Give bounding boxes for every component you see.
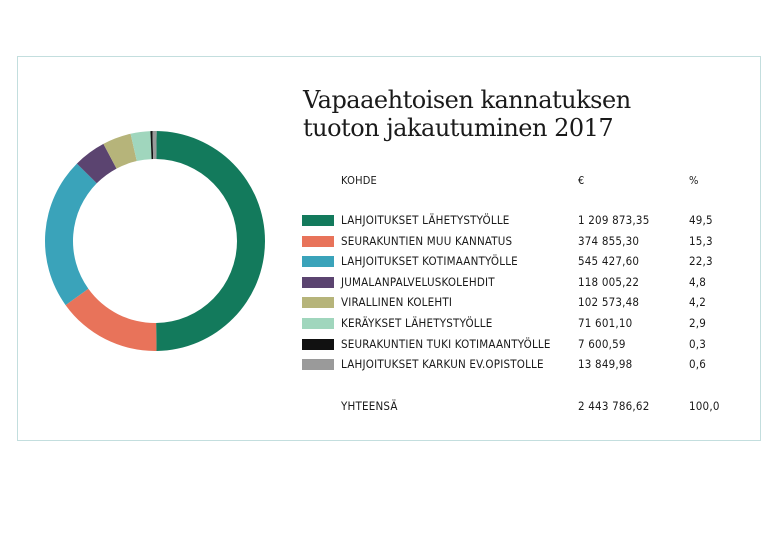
legend-row: SEURAKUNTIEN TUKI KOTIMAANTYÖLLE 7 600,59… bbox=[0, 337, 778, 355]
legend-swatch bbox=[302, 215, 334, 226]
legend-pct: 15,3 bbox=[689, 233, 713, 248]
legend-eur: 7 600,59 bbox=[578, 336, 626, 351]
chart-title: Vapaaehtoisen kannatuksen tuoton jakautu… bbox=[303, 86, 631, 142]
legend-swatch bbox=[302, 297, 334, 309]
legend-swatch bbox=[302, 359, 334, 371]
legend-row: JUMALANPALVELUSKOLEHDIT 118 005,22 4,8 bbox=[0, 275, 778, 293]
legend-row: SEURAKUNTIEN MUU KANNATUS 374 855,30 15,3 bbox=[0, 234, 778, 252]
donut-slice bbox=[156, 131, 266, 351]
legend-eur: 71 601,10 bbox=[578, 316, 633, 330]
donut-slice bbox=[65, 288, 157, 351]
legend-swatch bbox=[302, 338, 334, 350]
legend-eur: 1 209 873,35 bbox=[578, 213, 650, 227]
donut-slice bbox=[44, 163, 97, 306]
total-row: YHTEENSÄ 2 443 786,62 100,0 bbox=[0, 399, 778, 417]
legend-pct: 49,5 bbox=[689, 213, 713, 227]
legend-row: LAHJOITUKSET KARKUN EV.OPISTOLLE 13 849,9… bbox=[0, 357, 778, 375]
donut-chart bbox=[44, 131, 266, 351]
chart-title-line-2: tuoton jakautuminen 2017 bbox=[303, 114, 614, 142]
legend-row: VIRALLINEN KOLEHTI 102 573,48 4,2 bbox=[0, 295, 778, 313]
header-pct: % bbox=[689, 174, 699, 187]
legend-label: SEURAKUNTIEN TUKI KOTIMAANTYÖLLE bbox=[341, 336, 551, 351]
legend-swatch bbox=[302, 256, 334, 268]
legend-eur: 13 849,98 bbox=[578, 357, 633, 372]
donut-slice bbox=[103, 133, 137, 169]
legend-row: LAHJOITUKSET LÄHETYSTYÖLLE 1 209 873,35 49… bbox=[0, 213, 778, 231]
legend-eur: 374 855,30 bbox=[578, 233, 640, 248]
donut-slice bbox=[150, 131, 154, 160]
header-kohde: KOHDE bbox=[341, 174, 377, 187]
legend-eur: 102 573,48 bbox=[578, 295, 640, 310]
legend-label: JUMALANPALVELUSKOLEHDIT bbox=[341, 274, 495, 289]
donut-slice bbox=[76, 143, 117, 184]
total-pct: 100,0 bbox=[689, 399, 720, 413]
legend-label: VIRALLINEN KOLEHTI bbox=[341, 295, 453, 310]
legend-row: LAHJOITUKSET KOTIMAANTYÖLLE 545 427,60 22,… bbox=[0, 254, 778, 272]
header-eur: € bbox=[578, 174, 585, 187]
legend-pct: 4,8 bbox=[689, 274, 707, 289]
legend-row: KERÄYKSET LÄHETYSTYÖLLE 71 601,10 2,9 bbox=[0, 316, 778, 334]
donut-slice bbox=[130, 131, 152, 162]
legend-pct: 4,2 bbox=[689, 295, 707, 310]
legend-eur: 545 427,60 bbox=[578, 254, 640, 269]
legend-label: LAHJOITUKSET KARKUN EV.OPISTOLLE bbox=[341, 357, 544, 372]
total-eur: 2 443 786,62 bbox=[578, 399, 650, 413]
legend-pct: 2,9 bbox=[689, 316, 707, 330]
legend-eur: 118 005,22 bbox=[578, 274, 640, 289]
legend-swatch bbox=[302, 276, 334, 288]
chart-card bbox=[17, 56, 761, 441]
legend-label: LAHJOITUKSET LÄHETYSTYÖLLE bbox=[341, 213, 510, 227]
legend-pct: 22,3 bbox=[689, 254, 713, 269]
legend-pct: 0,3 bbox=[689, 336, 707, 351]
legend-label: KERÄYKSET LÄHETYSTYÖLLE bbox=[341, 316, 493, 330]
legend-label: LAHJOITUKSET KOTIMAANTYÖLLE bbox=[341, 254, 518, 269]
legend-label: SEURAKUNTIEN MUU KANNATUS bbox=[341, 233, 513, 248]
legend-swatch bbox=[302, 318, 334, 329]
table-header: KOHDE € % bbox=[0, 174, 778, 192]
chart-title-line-1: Vapaaehtoisen kannatuksen bbox=[303, 86, 631, 114]
legend-pct: 0,6 bbox=[689, 357, 707, 372]
donut-slice bbox=[152, 131, 157, 160]
legend-swatch bbox=[302, 235, 334, 247]
total-label: YHTEENSÄ bbox=[341, 399, 398, 413]
